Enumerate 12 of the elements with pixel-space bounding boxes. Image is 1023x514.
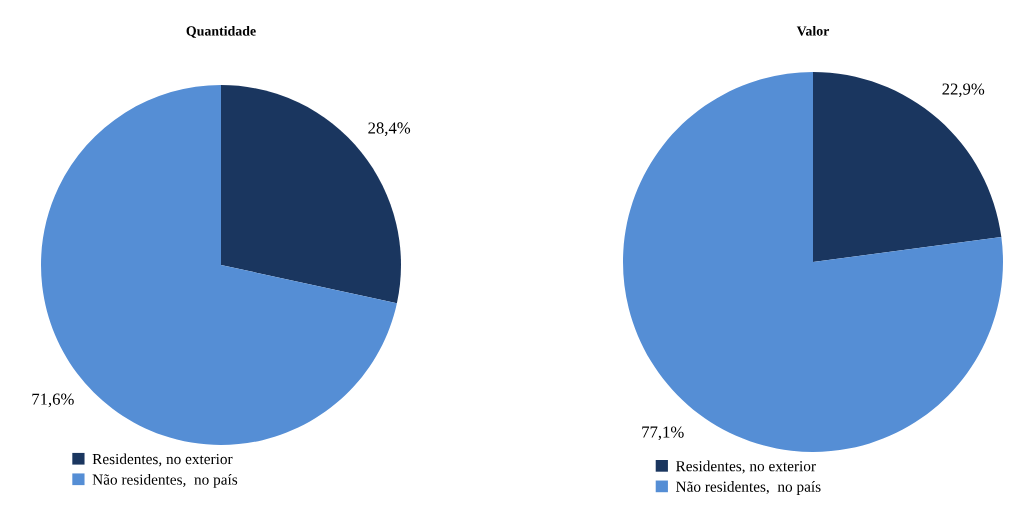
data-label: 28,4% [368, 122, 411, 136]
pie-slice [623, 72, 1003, 452]
pie-slice [813, 72, 1002, 262]
data-label: 77,1% [642, 426, 684, 441]
legend-label: Não residentes, no país [92, 473, 238, 488]
data-label: 22,9% [942, 83, 985, 98]
legend-label: Não residentes, no país [676, 481, 821, 495]
legend-label: Residentes, no exterior [676, 460, 816, 474]
chart-title: Valor [796, 25, 830, 36]
legend-label: Residentes, no exterior [92, 453, 233, 467]
chart-title: Quantidade [186, 25, 256, 38]
data-label: 71,6% [32, 393, 74, 408]
